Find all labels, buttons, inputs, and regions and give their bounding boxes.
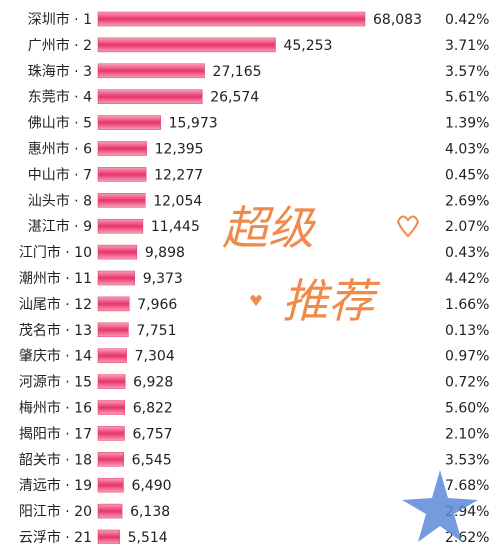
value-label: 26,574 <box>210 90 259 106</box>
growth-label: 0.45% <box>445 167 489 183</box>
growth-label: 3.71% <box>445 38 489 54</box>
value-label: 12,277 <box>154 167 203 183</box>
category-label: 韶关市 · 18 <box>19 451 92 468</box>
bar <box>97 37 276 53</box>
growth-label: 0.43% <box>445 245 489 261</box>
growth-label: 0.13% <box>445 323 489 339</box>
value-label: 6,545 <box>132 452 172 468</box>
category-label: 珠海市 · 3 <box>28 63 92 80</box>
value-label: 6,138 <box>130 504 170 520</box>
category-label: 汕头市 · 8 <box>28 192 92 209</box>
bar <box>97 529 120 544</box>
value-label: 27,165 <box>213 64 262 80</box>
growth-label: 1.39% <box>445 116 489 132</box>
value-label: 5,514 <box>128 530 168 544</box>
value-label: 12,395 <box>155 142 204 158</box>
annotation: 超级 <box>222 201 317 255</box>
bar <box>97 503 123 519</box>
bar <box>97 426 125 441</box>
bar <box>97 141 147 156</box>
category-label: 河源市 · 15 <box>19 374 92 391</box>
value-label: 7,304 <box>135 349 175 365</box>
bar <box>97 270 136 286</box>
category-label: 佛山市 · 5 <box>28 115 92 132</box>
growth-label: 2.07% <box>445 219 489 235</box>
category-label: 中山市 · 7 <box>28 166 92 183</box>
growth-label: 0.42% <box>445 12 489 28</box>
bar <box>97 11 366 27</box>
growth-label: 7.68% <box>445 478 489 494</box>
growth-label: 3.57% <box>445 64 489 80</box>
bar <box>97 348 127 363</box>
category-label: 清远市 · 19 <box>19 477 92 494</box>
value-label: 9,373 <box>143 271 183 287</box>
category-label: 揭阳市 · 17 <box>19 425 92 442</box>
category-label: 江门市 · 10 <box>19 244 92 261</box>
growth-label: 5.60% <box>445 401 489 417</box>
bar <box>97 477 124 493</box>
growth-label: 3.53% <box>445 452 489 468</box>
value-label: 7,966 <box>137 297 177 313</box>
annotation: 推荐 <box>282 274 381 328</box>
bar <box>97 167 147 182</box>
value-label: 6,757 <box>132 426 172 442</box>
category-label: 东莞市 · 4 <box>28 89 92 106</box>
bar <box>97 218 144 234</box>
category-label: 深圳市 · 1 <box>28 11 92 28</box>
category-label: 湛江市 · 9 <box>28 218 92 235</box>
bar <box>97 322 129 338</box>
growth-label: 5.61% <box>445 90 489 106</box>
bar <box>97 400 126 415</box>
category-label: 潮州市 · 11 <box>19 270 92 287</box>
value-label: 9,898 <box>145 245 185 261</box>
bar <box>97 63 205 79</box>
growth-label: 4.03% <box>445 142 489 158</box>
growth-label: 1.66% <box>445 297 489 313</box>
bar <box>97 193 146 208</box>
category-label: 广州市 · 2 <box>28 37 92 54</box>
bar <box>97 374 126 389</box>
category-label: 肇庆市 · 14 <box>19 348 92 365</box>
growth-label: 4.42% <box>445 271 489 287</box>
category-label: 梅州市 · 16 <box>19 400 92 417</box>
category-label: 茂名市 · 13 <box>19 322 92 339</box>
bar <box>97 89 203 104</box>
category-label: 阳江市 · 20 <box>19 503 92 520</box>
star <box>402 470 478 542</box>
category-label: 云浮市 · 21 <box>19 529 92 544</box>
growth-label: 2.69% <box>445 193 489 209</box>
heart <box>396 215 420 238</box>
growth-label: 2.10% <box>445 426 489 442</box>
category-label: 汕尾市 · 12 <box>19 296 92 313</box>
value-label: 15,973 <box>169 116 218 132</box>
value-label: 6,490 <box>131 478 171 494</box>
bar <box>97 115 161 130</box>
value-label: 68,083 <box>373 12 422 28</box>
bar <box>97 452 124 467</box>
category-label: 惠州市 · 6 <box>28 141 92 158</box>
value-label: 11,445 <box>151 219 200 235</box>
value-label: 6,928 <box>133 375 173 391</box>
heart-small <box>250 295 262 306</box>
value-label: 6,822 <box>133 401 173 417</box>
bar <box>97 296 130 312</box>
growth-label: 0.97% <box>445 349 489 365</box>
rows: 深圳市 · 1 68,083 0.42% 广州市 · 2 45,253 3.71% 珠海市 … <box>19 11 489 544</box>
growth-label: 0.72% <box>445 375 489 391</box>
value-label: 12,054 <box>153 193 202 209</box>
value-label: 45,253 <box>283 38 332 54</box>
bar <box>97 244 138 260</box>
value-label: 7,751 <box>136 323 176 339</box>
